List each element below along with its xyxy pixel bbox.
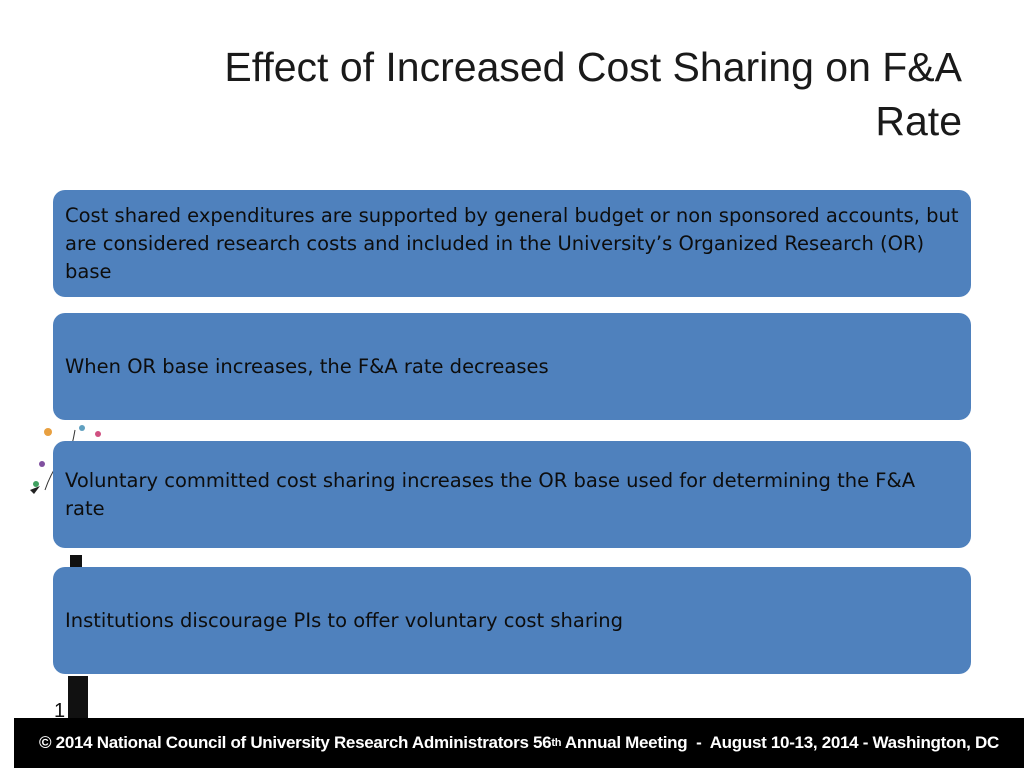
decorative-bar-top	[70, 555, 82, 567]
footer-text-sup: th	[551, 737, 562, 749]
decorative-bar-bottom	[68, 676, 88, 720]
info-box-1: Cost shared expenditures are supported b…	[53, 190, 971, 297]
info-box-3: Voluntary committed cost sharing increas…	[53, 441, 971, 548]
slide-title: Effect of Increased Cost Sharing on F&A …	[102, 40, 962, 148]
slide-title-line-2: Rate	[875, 98, 962, 144]
slide-title-line-1: Effect of Increased Cost Sharing on F&A	[224, 44, 962, 90]
footer-text-prefix: © 2014 National Council of University Re…	[39, 733, 552, 752]
footer-text-suffix: Annual Meeting - August 10-13, 2014 - Wa…	[561, 733, 999, 752]
info-box-1-text: Cost shared expenditures are supported b…	[65, 204, 959, 283]
info-box-4-text: Institutions discourage PIs to offer vol…	[65, 608, 624, 632]
page-number: 1	[54, 700, 66, 722]
info-box-2: When OR base increases, the F&A rate dec…	[53, 313, 971, 420]
footer-banner: © 2014 National Council of University Re…	[14, 718, 1024, 768]
info-box-4: Institutions discourage PIs to offer vol…	[53, 567, 971, 674]
info-box-3-text: Voluntary committed cost sharing increas…	[65, 469, 916, 520]
info-box-2-text: When OR base increases, the F&A rate dec…	[65, 354, 549, 378]
